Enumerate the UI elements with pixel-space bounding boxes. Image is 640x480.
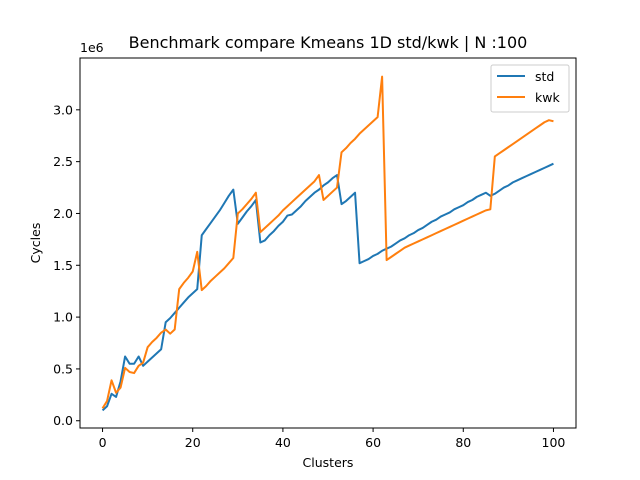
series-line-kwk: [101, 75, 554, 409]
y-offset-label: 1e6: [80, 40, 104, 55]
x-axis-label: Clusters: [303, 455, 354, 470]
plot-frame: [79, 57, 577, 429]
x-tick-label: 100: [542, 435, 566, 450]
y-tick-label: 1.0: [53, 310, 73, 325]
y-tick-label: 2.5: [53, 154, 73, 169]
y-tick-label: 0.5: [53, 361, 73, 376]
x-tick-label: 0: [99, 435, 107, 450]
legend: std kwk: [490, 64, 570, 113]
y-tick-label: 1.5: [53, 258, 73, 273]
y-tick-label: 3.0: [53, 102, 73, 117]
y-tick-label: 2.0: [53, 206, 73, 221]
axis-ticks: 0 20 40 60 80 100 0.0 0.5 1.0 1.5 2.0 2.5 3.0: [53, 102, 565, 450]
y-tick-label: 0.0: [53, 413, 73, 428]
chart-title: Benchmark compare Kmeans 1D std/kwk | N …: [129, 33, 528, 52]
y-axis-label: Cycles: [28, 223, 43, 264]
plot-area: [101, 75, 554, 412]
x-tick-label: 60: [365, 435, 381, 450]
legend-label-std: std: [535, 69, 554, 84]
x-tick-label: 40: [275, 435, 291, 450]
legend-label-kwk: kwk: [535, 90, 560, 105]
x-tick-label: 80: [455, 435, 471, 450]
x-tick-label: 20: [185, 435, 201, 450]
